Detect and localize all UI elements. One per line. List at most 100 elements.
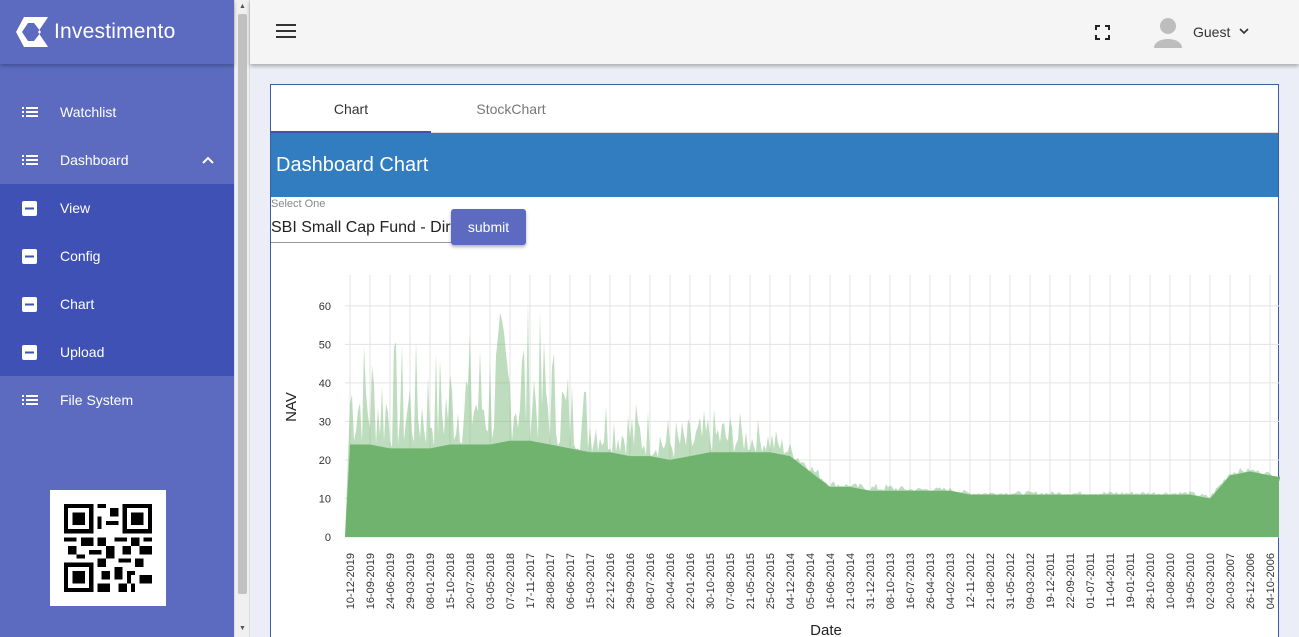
fund-select-form: Select One SBI Small Cap Fund - Direct s… <box>271 197 1278 257</box>
x-tick-label: 15-03-2017 <box>585 553 597 609</box>
scrollbar-thumb[interactable] <box>238 14 247 594</box>
brand-name: Investimento <box>54 20 176 43</box>
x-tick-label: 11-04-2011 <box>1105 553 1117 608</box>
brand-logo-icon <box>16 17 48 47</box>
chart-card: Chart StockChart Dashboard Chart Select … <box>270 84 1280 637</box>
x-tick-label: 08-01-2019 <box>425 553 437 609</box>
tab-stockchart[interactable]: StockChart <box>476 101 546 117</box>
x-tick-label: 21-08-2012 <box>985 553 997 609</box>
dashboard-submenu: View Config Chart Upload <box>0 184 234 376</box>
x-tick-label: 03-05-2018 <box>485 553 497 609</box>
x-tick-label: 16-06-2014 <box>825 553 837 609</box>
sidebar-item-view[interactable]: View <box>0 184 234 232</box>
x-tick-label: 01-07-2011 <box>1085 553 1097 608</box>
x-tick-label: 20-03-2007 <box>1225 553 1237 609</box>
y-tick-label: 20 <box>319 455 331 467</box>
minus-box-icon <box>22 200 38 216</box>
sidebar-item-label: View <box>60 200 91 216</box>
sidebar-nav: Watchlist Dashboard View Config Chart Up… <box>0 88 234 424</box>
x-tick-label: 07-08-2015 <box>725 553 737 609</box>
scroll-up-icon[interactable]: ▲ <box>239 3 246 10</box>
x-tick-label: 30-10-2015 <box>705 553 717 609</box>
x-tick-label: 06-06-2017 <box>565 553 577 609</box>
list-icon <box>22 154 38 166</box>
y-tick-label: 30 <box>319 416 331 428</box>
x-tick-label: 07-02-2018 <box>505 553 517 609</box>
x-tick-label: 21-03-2014 <box>845 553 857 609</box>
sidebar: Investimento Watchlist Dashboard View Co… <box>0 0 234 637</box>
x-tick-label: 17-11-2017 <box>525 553 537 608</box>
select-label: Select One <box>271 198 326 210</box>
x-tick-label: 19-01-2011 <box>1125 553 1137 608</box>
x-tick-label: 15-10-2018 <box>445 553 457 609</box>
x-tick-label: 16-09-2019 <box>365 553 377 609</box>
fund-select[interactable]: SBI Small Cap Fund - Direct <box>271 215 453 243</box>
list-icon <box>22 106 38 118</box>
avatar[interactable] <box>1153 16 1183 48</box>
sidebar-item-file-system[interactable]: File System <box>0 376 234 424</box>
sidebar-item-chart[interactable]: Chart <box>0 280 234 328</box>
chevron-up-icon[interactable] <box>202 153 214 167</box>
minus-box-icon <box>22 296 38 312</box>
sidebar-item-label: Chart <box>60 296 95 312</box>
sidebar-item-label: Watchlist <box>60 104 117 120</box>
nav-area-chart: 0 10 20 30 40 50 60 10-12-2019 16-09-2019 24-06-2… <box>271 257 1280 637</box>
minus-box-icon <box>22 344 38 360</box>
y-tick-label: 60 <box>319 301 331 313</box>
x-tick-label: 31-05-2012 <box>1005 553 1017 609</box>
x-tick-label: 20-07-2018 <box>465 553 477 609</box>
x-tick-label: 04-10-2006 <box>1265 553 1277 609</box>
x-tick-label: 25-02-2015 <box>765 553 777 609</box>
x-axis-label: Date <box>810 622 842 637</box>
x-tick-label: 10-12-2019 <box>345 553 357 609</box>
y-tick-label: 10 <box>319 493 331 505</box>
x-tick-label: 04-02-2013 <box>945 553 957 609</box>
x-tick-label: 20-04-2016 <box>665 553 677 609</box>
tab-bar: Chart StockChart <box>271 85 1278 133</box>
x-tick-label: 19-05-2010 <box>1185 553 1197 609</box>
x-tick-label: 22-12-2016 <box>605 553 617 609</box>
x-tick-label: 28-08-2017 <box>545 553 557 609</box>
x-tick-label: 10-08-2010 <box>1165 553 1177 609</box>
area-series <box>345 440 1280 537</box>
sidebar-item-label: Upload <box>60 344 105 360</box>
fullscreen-icon[interactable] <box>1095 25 1110 40</box>
scroll-down-icon[interactable]: ▼ <box>239 625 246 632</box>
sidebar-item-upload[interactable]: Upload <box>0 328 234 376</box>
menu-icon[interactable] <box>276 24 296 40</box>
chevron-down-icon[interactable] <box>1239 26 1249 36</box>
minus-box-icon <box>22 248 38 264</box>
user-name[interactable]: Guest <box>1193 24 1231 40</box>
card-title: Dashboard Chart <box>271 133 1278 197</box>
x-tick-label: 22-01-2016 <box>685 553 697 609</box>
sidebar-item-config[interactable]: Config <box>0 232 234 280</box>
x-tick-label: 09-03-2012 <box>1025 553 1037 609</box>
x-tick-label: 16-07-2013 <box>905 553 917 609</box>
x-tick-label: 24-06-2019 <box>385 553 397 609</box>
x-tick-label: 31-12-2013 <box>865 553 877 609</box>
x-tick-label: 19-12-2011 <box>1045 553 1057 608</box>
sidebar-item-dashboard[interactable]: Dashboard <box>0 136 234 184</box>
x-tick-label: 08-10-2013 <box>885 553 897 609</box>
x-tick-label: 29-03-2019 <box>405 553 417 609</box>
sidebar-item-watchlist[interactable]: Watchlist <box>0 88 234 136</box>
x-tick-label: 08-07-2016 <box>645 553 657 609</box>
x-tick-label: 29-09-2016 <box>625 553 637 609</box>
x-tick-label: 21-05-2015 <box>745 553 757 609</box>
y-tick-label: 40 <box>319 378 331 390</box>
y-axis-label: NAV <box>283 392 300 422</box>
x-tick-label: 28-10-2010 <box>1145 553 1157 609</box>
brand-bar: Investimento <box>0 0 234 64</box>
x-tick-label: 26-12-2006 <box>1245 553 1257 609</box>
x-tick-label: 02-03-2010 <box>1205 553 1217 609</box>
page-scrollbar[interactable]: ▲ ▼ <box>234 0 250 637</box>
tab-chart[interactable]: Chart <box>271 85 431 133</box>
x-tick-label: 04-12-2014 <box>785 553 797 609</box>
y-tick-label: 50 <box>319 339 331 351</box>
submit-button[interactable]: submit <box>451 209 526 245</box>
sidebar-item-label: File System <box>60 392 134 408</box>
y-tick-label: 0 <box>325 532 331 544</box>
x-tick-label: 26-04-2013 <box>925 553 937 609</box>
sidebar-item-label: Dashboard <box>60 152 129 168</box>
sidebar-item-label: Config <box>60 248 101 264</box>
